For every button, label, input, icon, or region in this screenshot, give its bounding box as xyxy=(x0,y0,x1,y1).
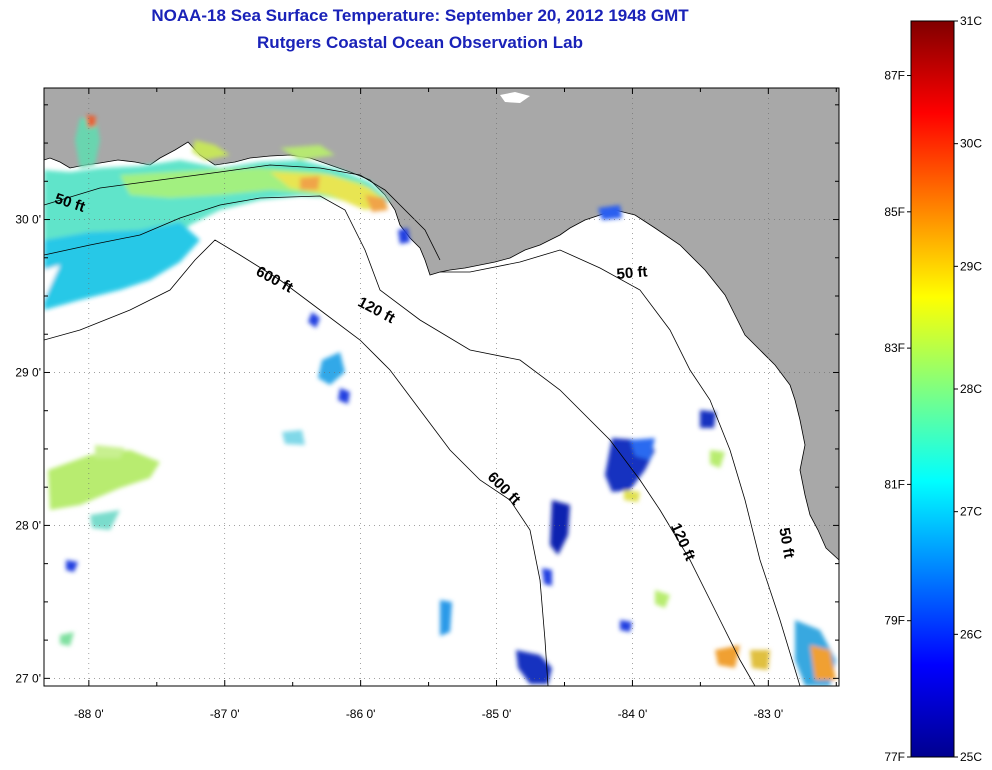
colorbar xyxy=(910,20,955,758)
sst-coastal-band xyxy=(44,115,390,310)
colorbar-label-c: 27C xyxy=(960,505,982,519)
lon-tick-label: -87 0' xyxy=(210,707,240,721)
lon-tick-label: -83 0' xyxy=(754,707,784,721)
colorbar-label-f: 77F xyxy=(884,750,905,764)
map-subtitle: Rutgers Coastal Ocean Observation Lab xyxy=(257,33,583,52)
colorbar-label-c: 30C xyxy=(960,137,982,151)
lat-tick-label: 27 0' xyxy=(15,671,41,685)
bathymetry-contours xyxy=(44,164,801,686)
contour-120ft xyxy=(44,195,756,686)
colorbar-label-f: 87F xyxy=(884,69,905,83)
colorbar-label-c: 25C xyxy=(960,750,982,764)
lon-tick-label: -85 0' xyxy=(482,707,512,721)
contour-label: 50 ft xyxy=(775,526,797,559)
inland-lake xyxy=(500,92,530,103)
map-title: NOAA-18 Sea Surface Temperature: Septemb… xyxy=(151,6,689,25)
plot-frame xyxy=(43,87,840,687)
lon-tick-label: -84 0' xyxy=(618,707,648,721)
lat-tick-label: 30 0' xyxy=(15,213,41,227)
colorbar-label-c: 26C xyxy=(960,627,982,641)
colorbar-label-f: 83F xyxy=(884,341,905,355)
colorbar-label-c: 28C xyxy=(960,382,982,396)
colorbar-label-c: 31C xyxy=(960,14,982,28)
contour-50ft xyxy=(44,164,801,686)
land-mass xyxy=(44,88,839,561)
contour-label: 50 ft xyxy=(616,263,648,283)
colorbar-label-f: 81F xyxy=(884,477,905,491)
sst-offshore-patches xyxy=(48,205,836,686)
lon-tick-label: -88 0' xyxy=(74,707,104,721)
lon-tick-label: -86 0' xyxy=(346,707,376,721)
contour-600ft xyxy=(44,239,549,686)
colorbar-label-c: 29C xyxy=(960,259,982,273)
lat-tick-label: 28 0' xyxy=(15,518,41,532)
colorbar-label-f: 85F xyxy=(884,205,905,219)
lat-tick-label: 29 0' xyxy=(15,365,41,379)
colorbar-label-f: 79F xyxy=(884,614,905,628)
